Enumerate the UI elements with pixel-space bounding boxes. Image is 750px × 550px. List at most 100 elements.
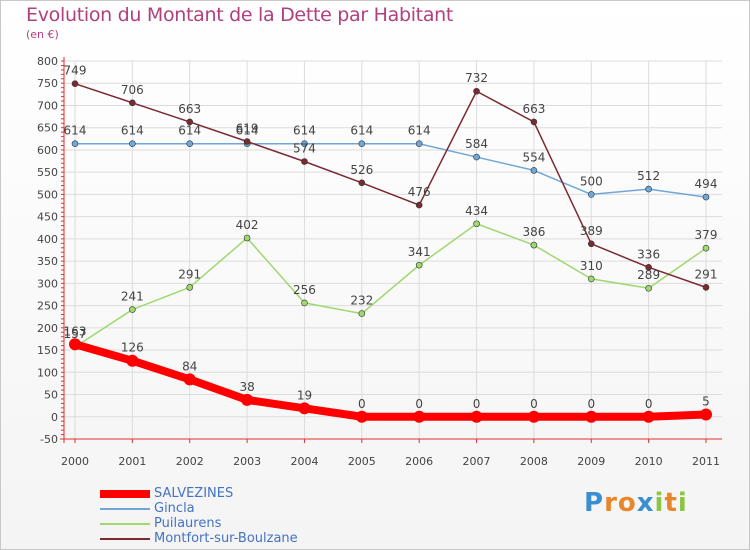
data-point-gincla	[530, 167, 538, 174]
y-tick-label: 50	[44, 389, 58, 402]
plot-area	[64, 61, 722, 439]
x-tick-label: 2001	[118, 455, 146, 468]
data-point-gincla	[186, 140, 194, 148]
data-label-puilaurens: 386	[522, 225, 545, 239]
data-label-gincla: 494	[695, 177, 718, 191]
data-label-gincla: 614	[293, 124, 316, 138]
x-tick-label: 2002	[176, 455, 204, 468]
data-point-salvezines	[700, 408, 712, 421]
legend-label-gincla: Gincla	[154, 501, 195, 516]
data-point-puilaurens	[530, 241, 538, 249]
logo-letter: x	[636, 488, 655, 518]
data-point-gincla	[645, 185, 652, 193]
x-tick-label: 2004	[290, 455, 318, 468]
y-tick-label: 650	[37, 122, 58, 135]
data-point-salvezines	[413, 410, 426, 423]
data-label-gincla: 614	[64, 124, 87, 138]
data-label-montfort-sur-boulzane: 663	[522, 102, 545, 116]
data-label-montfort-sur-boulzane: 526	[350, 163, 373, 177]
data-label-puilaurens: 434	[465, 204, 488, 218]
data-label-salvezines: 0	[473, 397, 481, 411]
data-point-salvezines	[355, 410, 368, 423]
data-point-salvezines	[527, 410, 540, 423]
data-label-montfort-sur-boulzane: 706	[121, 83, 144, 97]
data-point-salvezines	[183, 373, 196, 386]
y-tick-label: 450	[37, 211, 58, 224]
data-label-gincla: 512	[637, 169, 660, 183]
data-point-salvezines	[642, 410, 655, 423]
data-label-montfort-sur-boulzane: 619	[236, 121, 259, 135]
data-label-salvezines: 126	[121, 341, 144, 355]
logo-letter: i	[654, 488, 665, 518]
data-label-gincla: 500	[580, 174, 603, 188]
data-point-montfort-sur-boulzane	[473, 87, 480, 95]
logo-letter: P	[584, 488, 605, 518]
logo-letter: r	[604, 488, 618, 518]
data-point-salvezines	[241, 393, 254, 406]
x-tick-label: 2000	[61, 455, 89, 468]
y-tick-label: 200	[37, 322, 58, 335]
y-tick-label: 700	[37, 99, 58, 112]
legend: SALVEZINES Gincla Puilaurens Montfort-su…	[100, 486, 298, 546]
data-label-puilaurens: 310	[580, 259, 603, 273]
data-label-gincla: 614	[236, 124, 259, 138]
data-point-gincla	[702, 193, 710, 201]
series-line-salvezines	[71, 340, 710, 421]
data-point-puilaurens	[587, 275, 595, 283]
data-point-puilaurens	[243, 234, 251, 242]
data-point-gincla	[71, 140, 79, 148]
y-tick-label: 750	[37, 77, 58, 90]
data-point-salvezines	[126, 354, 139, 367]
legend-label-montfort: Montfort-sur-Boulzane	[154, 531, 298, 546]
data-label-gincla: 614	[178, 124, 201, 138]
x-tick-label: 2009	[577, 455, 605, 468]
chart-title: Evolution du Montant de la Dette par Hab…	[26, 4, 454, 26]
data-label-salvezines: 5	[702, 395, 710, 409]
data-label-gincla: 614	[121, 124, 144, 138]
legend-item-gincla: Gincla	[100, 501, 298, 516]
data-point-montfort-sur-boulzane	[702, 284, 710, 291]
legend-swatch-salvezines	[100, 489, 150, 498]
data-point-montfort-sur-boulzane	[301, 158, 308, 165]
data-label-salvezines: 0	[645, 397, 653, 411]
data-point-puilaurens	[473, 220, 480, 228]
data-label-puilaurens: 241	[121, 290, 144, 304]
data-label-montfort-sur-boulzane: 336	[637, 247, 660, 261]
legend-item-puilaurens: Puilaurens	[100, 516, 298, 531]
chart-subtitle: (en €)	[26, 28, 59, 41]
y-tick-label: 0	[51, 411, 58, 424]
data-label-puilaurens: 402	[236, 218, 259, 232]
x-tick-label: 2006	[405, 455, 433, 468]
logo-letter: o	[617, 488, 637, 518]
data-label-gincla: 584	[465, 137, 488, 151]
data-point-puilaurens	[129, 306, 136, 313]
y-tick-label: 350	[37, 255, 58, 268]
data-label-salvezines: 0	[530, 397, 538, 411]
data-point-gincla	[358, 140, 366, 148]
data-point-gincla	[587, 191, 595, 198]
y-tick-label: 500	[37, 188, 58, 201]
data-label-gincla: 554	[522, 150, 545, 164]
data-point-gincla	[129, 140, 136, 148]
data-label-salvezines: 84	[182, 359, 197, 373]
y-tick-label: 550	[37, 166, 58, 179]
x-tick-label: 2005	[348, 455, 376, 468]
data-point-puilaurens	[415, 261, 423, 269]
data-point-salvezines	[298, 402, 311, 415]
logo-letter: t	[664, 488, 678, 518]
data-point-gincla	[473, 153, 480, 161]
data-point-montfort-sur-boulzane	[129, 99, 136, 107]
data-point-gincla	[415, 140, 423, 148]
y-tick-label: 100	[37, 366, 58, 379]
data-label-salvezines: 0	[415, 397, 423, 411]
data-label-puilaurens: 289	[637, 268, 660, 282]
data-point-salvezines	[470, 410, 483, 423]
data-label-montfort-sur-boulzane: 476	[408, 185, 431, 199]
data-label-montfort-sur-boulzane: 732	[465, 71, 488, 85]
data-label-gincla: 614	[408, 124, 431, 138]
data-label-montfort-sur-boulzane: 389	[580, 224, 603, 238]
data-label-salvezines: 0	[358, 397, 366, 411]
y-tick-label: 800	[37, 55, 58, 68]
logo-letter: i	[677, 488, 688, 518]
